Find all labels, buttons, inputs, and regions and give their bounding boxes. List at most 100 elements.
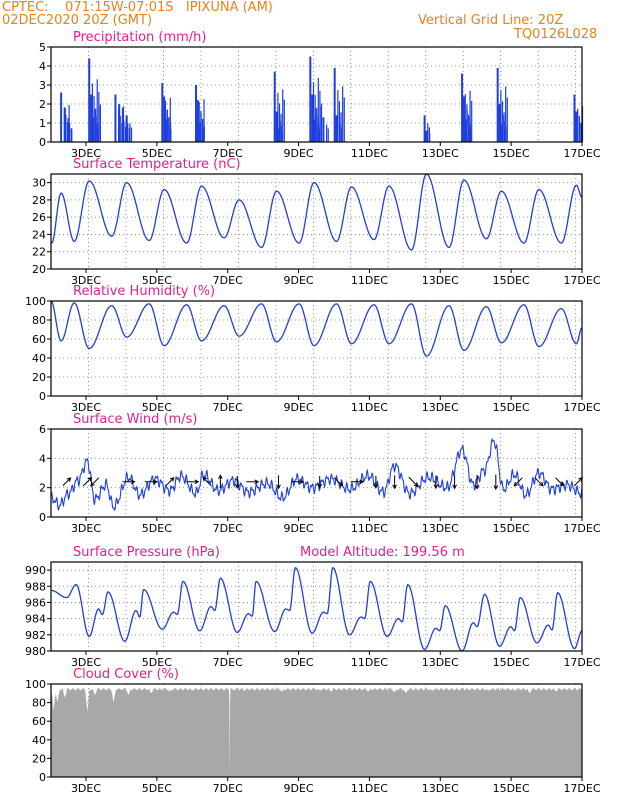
panel4-ytick-label-1: 982 [25,629,46,642]
precip-bar-24 [335,115,338,142]
panel3-xtick-label-2: 7DEC [213,522,243,535]
panel1-xtick-label-1: 5DEC [142,274,172,287]
wind-arrow-13 [317,476,323,489]
wind-arrow-15 [351,479,365,485]
panel4-ytick-label-2: 984 [25,613,46,626]
panel1-ytick-label-0: 20 [32,263,46,276]
precip-bar-31-1 [502,115,504,142]
precip-bar-34-2 [580,125,582,142]
panel0-ytick-label-4: 4 [39,60,46,73]
precip-bar-13-4 [203,99,205,142]
precip-bar-0-2 [65,114,67,142]
panel1-ytick-label-4: 28 [32,194,46,207]
panel0-ytick-label-0: 0 [39,136,46,149]
cloud-cover-area [51,686,582,777]
wind-arrow-0 [62,477,72,487]
precip-bar-27-1 [464,94,466,142]
precip-bar-23-3 [340,112,342,142]
precip-bar-23-5 [343,97,345,142]
precip-bar-25 [423,115,426,142]
panel0-ytick-label-2: 2 [39,98,46,111]
header-run-time: 02DEC2020 20Z (GMT) [2,13,153,28]
panel2-ytick-label-1: 20 [32,371,46,384]
panel0-frame [50,46,583,143]
panel2-title: Relative Humidity (%) [73,284,215,299]
precip-bar-18-1 [281,132,283,142]
panel0-ytick-label-5: 5 [39,41,46,54]
wind-arrow-9 [234,475,240,489]
precip-bar-33-1 [577,108,579,142]
precip-bar-26-1 [429,134,431,142]
wind-arrow-22 [493,474,499,491]
precip-bar-3-4 [96,79,98,142]
precip-bar-3-6 [99,104,102,142]
panel5-ytick-label-2: 40 [32,734,46,747]
wind-arrow-4 [145,479,159,485]
wind-arrow-21 [474,475,480,490]
panel2-xtick-label-4: 11DEC [351,401,388,414]
panel2-frame [50,300,583,397]
precip-bar-22 [322,117,325,142]
precip-bar-18 [277,128,280,142]
panel5-ytick-label-5: 100 [25,678,46,691]
precip-bar-32-1 [504,130,506,142]
panel1-xtick-label-7: 17DEC [563,274,600,287]
precip-bar-11-1 [166,110,168,142]
precip-bar-30 [496,67,499,142]
wind-arrow-7 [202,476,212,487]
precip-bar-23-4 [342,86,344,142]
precip-bar-11 [163,96,166,142]
wind-arrow-8 [218,474,223,489]
precip-bar-27-4 [469,90,471,142]
precip-bar-24-1 [339,123,341,142]
panel0-ytick-label-3: 3 [39,79,46,92]
panel0-xtick-label-3: 9DEC [284,147,314,160]
panel4-frame [50,561,583,652]
panel5-xtick-label-2: 7DEC [213,782,243,795]
wind-arrow-2 [90,477,100,487]
precip-bar-0 [60,92,63,142]
panel2-xtick-label-7: 17DEC [563,401,600,414]
panel3-xtick-label-0: 3DEC [71,522,101,535]
wind-arrow-25 [555,477,565,487]
precip-bar-9-2 [130,127,133,142]
precip-bar-1-2 [69,123,71,142]
precip-bar-23-1 [337,90,339,142]
panel5-ytick-label-1: 20 [32,752,46,765]
precip-bar-34 [575,111,578,142]
panel4-xtick-label-5: 13DEC [422,656,459,669]
panel3-xtick-label-6: 15DEC [493,522,530,535]
precip-bar-23 [333,67,336,142]
precip-bar-13 [195,85,198,142]
wind-arrow-20 [452,475,457,490]
precip-bar-29-1 [468,126,470,142]
wind-arrow-6 [186,479,200,485]
precip-bar-14 [196,100,199,142]
panel1-ytick-label-5: 30 [32,177,46,190]
panel5-ytick-label-4: 80 [32,697,46,710]
panel3-ytick-label-2: 4 [39,452,46,465]
precip-bar-29 [464,119,467,142]
precip-bar-14-1 [200,112,202,142]
precip-bar-5 [91,117,94,142]
precip-bar-16-1 [277,92,279,142]
panel0-ytick-label-1: 1 [39,117,46,130]
precip-bar-4-1 [93,108,95,142]
panel5-xtick-label-4: 11DEC [351,782,388,795]
precip-bar-7-2 [123,121,125,142]
precip-bar-4-4 [98,106,100,142]
panel3-ytick-label-3: 6 [39,423,46,436]
humidity-line [50,300,583,357]
precip-bar-2-1 [71,128,73,142]
panel1-ytick-label-2: 24 [32,228,46,241]
panel4-xtick-label-0: 3DEC [71,656,101,669]
precip-bar-2 [67,123,70,142]
precip-bar-19-1 [312,82,315,142]
panel5-xtick-label-1: 5DEC [142,782,172,795]
panel2-xtick-label-5: 13DEC [422,401,459,414]
precip-bar-9-1 [129,123,131,142]
panel4-annotation: Model Altitude: 199.56 m [300,545,465,560]
panel3-frame [50,428,583,518]
panel5-frame [50,683,583,778]
